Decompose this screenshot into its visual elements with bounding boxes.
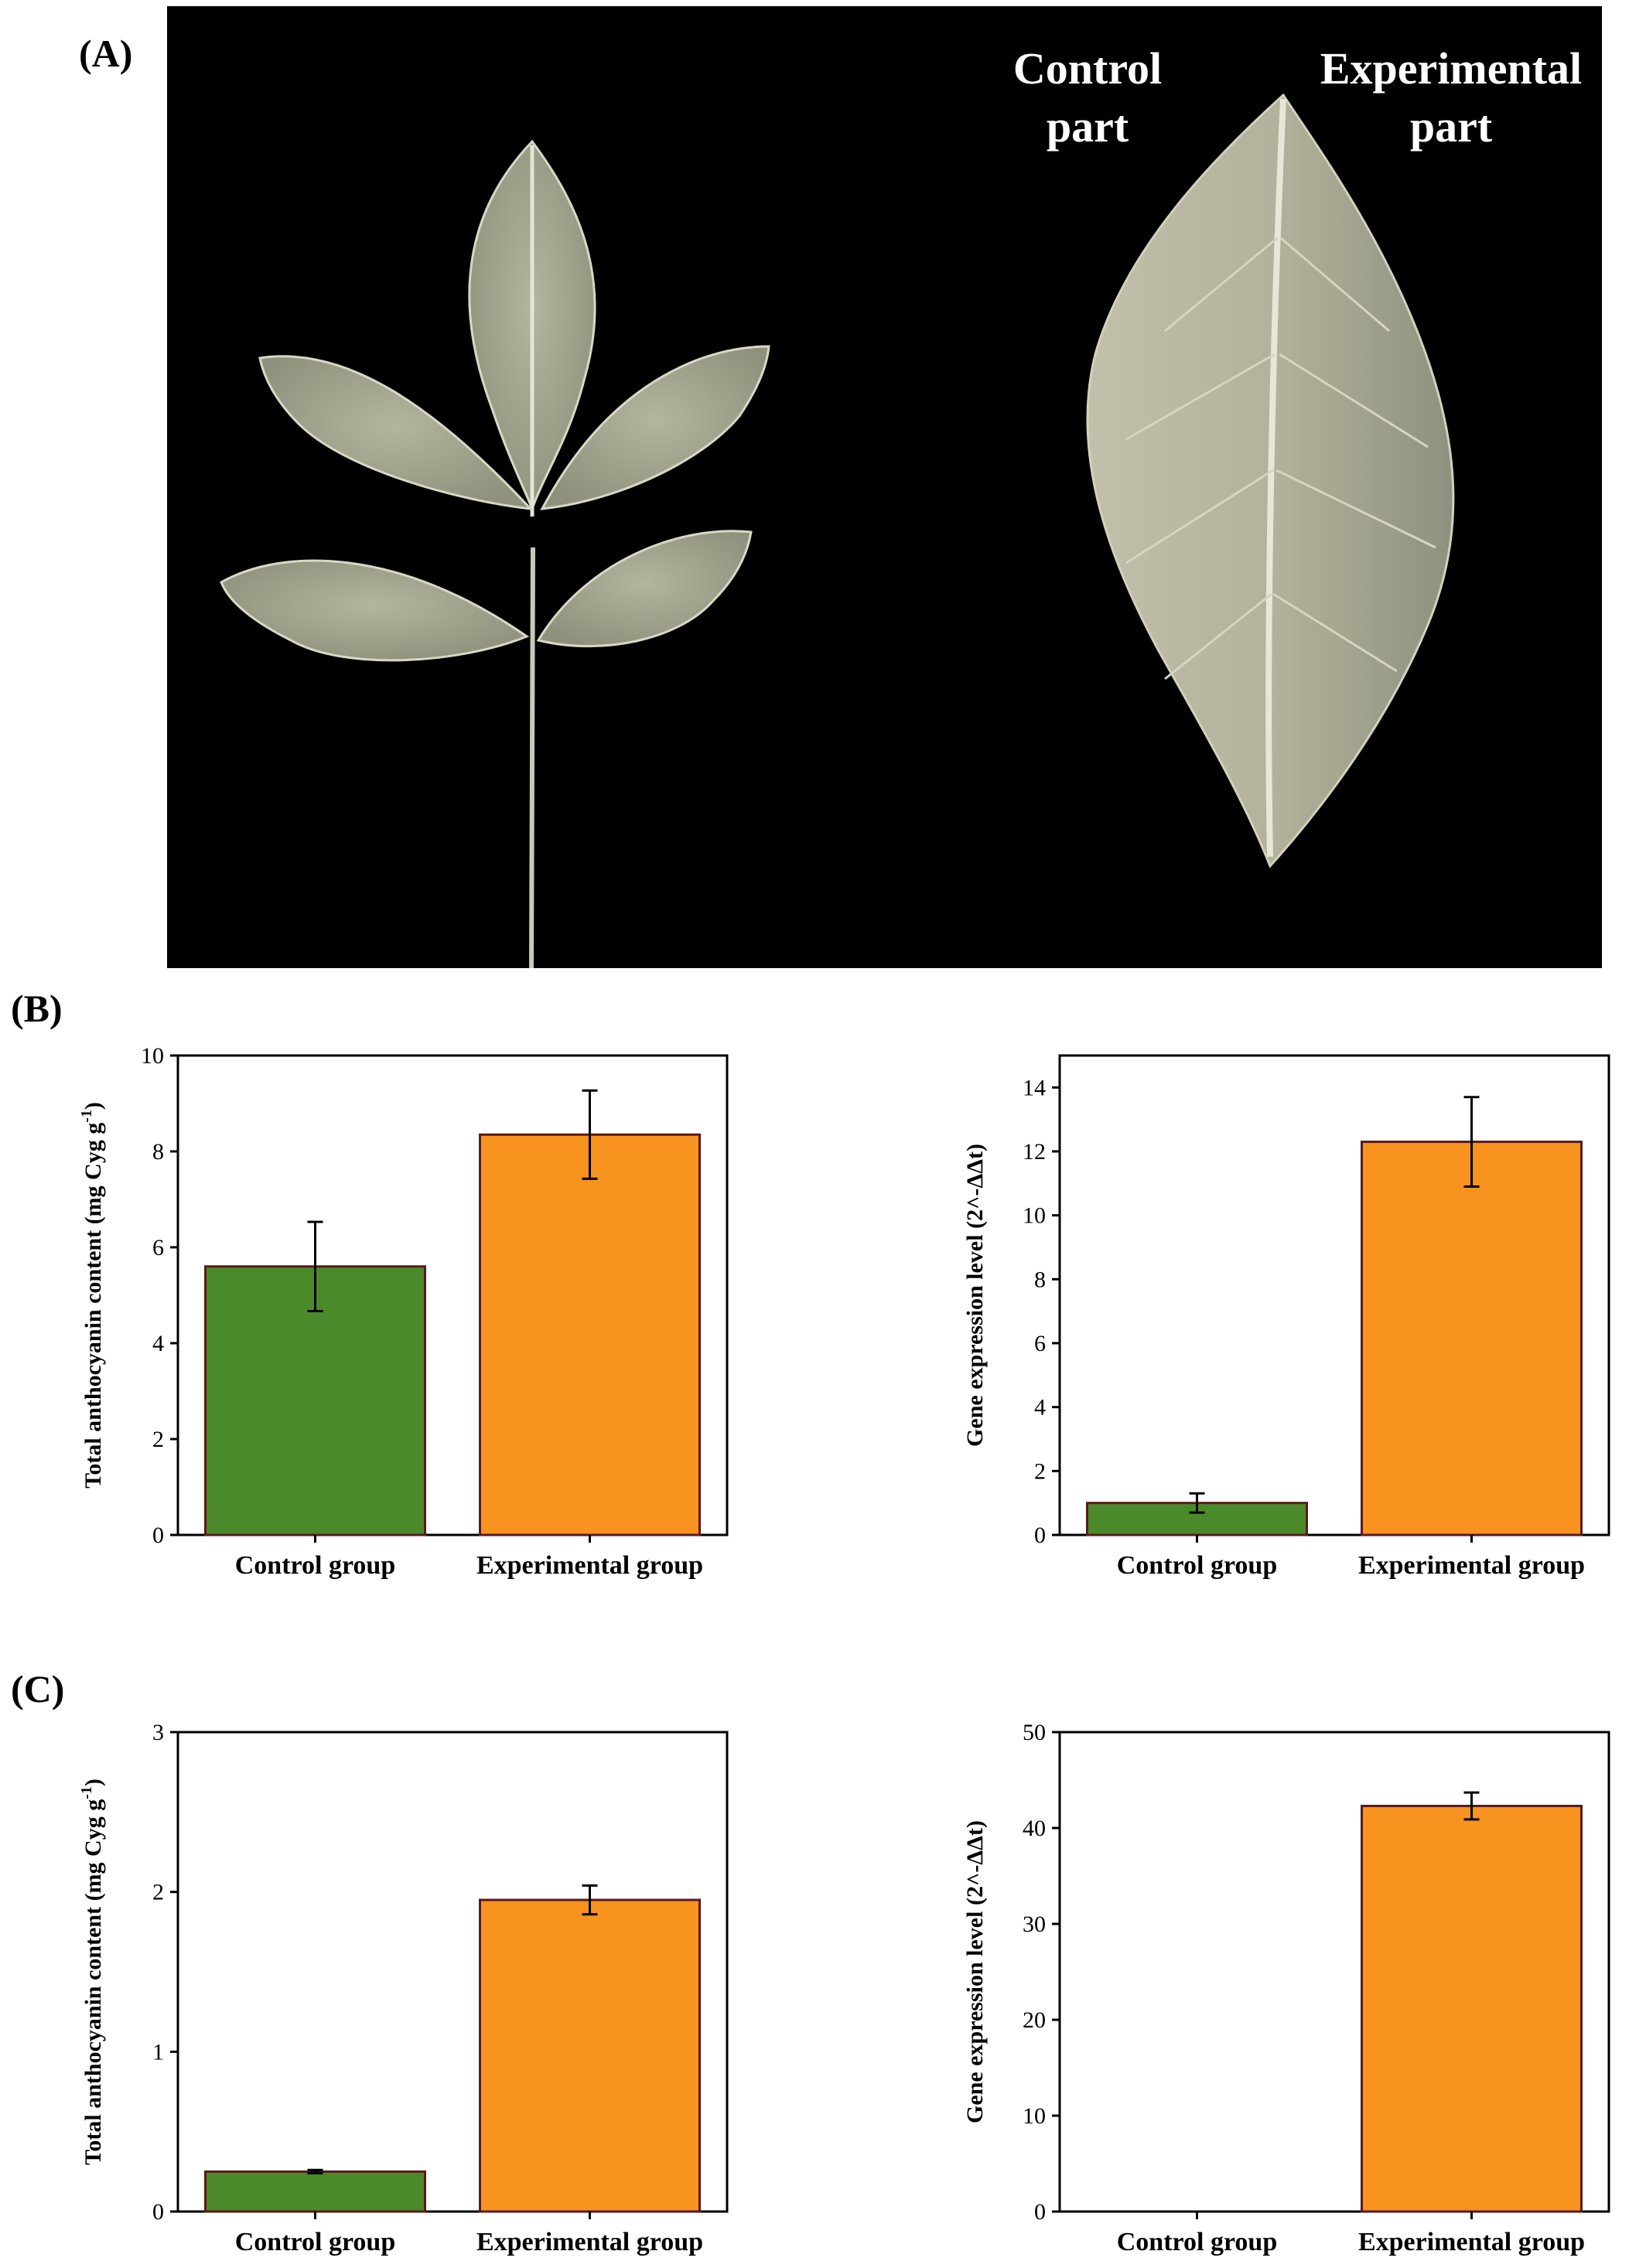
- photo-label-control-2: part: [1047, 101, 1129, 152]
- y-tick-label: 6: [1034, 1331, 1046, 1356]
- leaflet-upper-left: [258, 355, 534, 510]
- y-axis-label-main: Gene expression level (2^-ΔΔt): [962, 1144, 988, 1447]
- bar-experimental: [1361, 1804, 1583, 2213]
- panel-label-a: (A): [79, 32, 133, 75]
- y-tick-label: 2: [152, 1880, 164, 1905]
- y-axis-label: Gene expression level (2^-ΔΔt): [962, 1820, 988, 2123]
- y-axis-label-sup: -1: [78, 1110, 95, 1123]
- x-category-label: Experimental group: [1358, 2228, 1585, 2256]
- x-category-label: Control group: [1117, 2228, 1278, 2256]
- plot-frame: [176, 1731, 729, 2213]
- bar-experimental: [1361, 1141, 1583, 1536]
- y-axis-label-end: ): [80, 1779, 106, 1786]
- chart-c-gene-expression: 0 10 20 30 40 50 Control group Experimental gro…: [962, 1720, 1610, 2256]
- x-category-label: Experimental group: [1358, 1551, 1585, 1580]
- y-tick-label: 8: [152, 1139, 164, 1165]
- plot-frame: [1058, 1054, 1610, 1536]
- panel-label-b: (B): [11, 987, 63, 1030]
- plot-frame: [1058, 1731, 1610, 2213]
- leaf-photo: Control part Experimental part: [167, 6, 1602, 968]
- y-tick-label: 0: [1034, 1523, 1046, 1548]
- y-axis-label-sup: -1: [78, 1786, 95, 1799]
- leaflet-lower-left: [220, 559, 530, 662]
- y-tick-label: 20: [1023, 2007, 1046, 2033]
- bar-experimental: [479, 1898, 701, 2213]
- chart-b-gene-expression: 0 2 4 6 8 10 12 14 Control group Experimental gro…: [962, 1054, 1610, 1580]
- y-tick-label: 4: [152, 1331, 164, 1356]
- chart-b-anthocyanin: 0 2 4 6 8 10 Control group Experimental group To…: [78, 1043, 729, 1580]
- y-axis-label: Total anthocyanin content (mg Cyg g-1): [78, 1102, 106, 1489]
- y-tick-label: 10: [1023, 1203, 1046, 1229]
- y-tick-label: 12: [1023, 1139, 1046, 1165]
- y-axis-label: Gene expression level (2^-ΔΔt): [962, 1144, 988, 1447]
- y-tick-label: 10: [1023, 2103, 1046, 2129]
- y-tick-label: 0: [152, 2199, 164, 2225]
- y-tick-label: 4: [1034, 1395, 1046, 1420]
- y-axis-label-main: Total anthocyanin content (mg Cyg g: [80, 1123, 106, 1489]
- y-tick-label: 50: [1023, 1720, 1046, 1745]
- y-tick-label: 3: [152, 1720, 164, 1745]
- leaflet-lower-right: [536, 530, 753, 648]
- x-category-label: Experimental group: [476, 1551, 703, 1580]
- photo-label-control-1: Control: [1013, 43, 1162, 94]
- x-category-label: Control group: [235, 1551, 396, 1580]
- y-tick-label: 14: [1023, 1075, 1046, 1100]
- plot-frame: [176, 1054, 729, 1536]
- photo-label-experimental-2: part: [1410, 101, 1493, 152]
- y-tick-label: 1: [152, 2039, 164, 2065]
- leaflet-upper-right: [540, 345, 770, 510]
- panel-label-c: (C): [11, 1667, 65, 1710]
- y-tick-label: 10: [141, 1043, 164, 1069]
- x-category-label: Control group: [1117, 1551, 1278, 1580]
- big-leaf-veins: [1125, 237, 1436, 680]
- single-leaf: [1086, 93, 1455, 868]
- bar-control: [204, 2170, 426, 2213]
- y-axis-label-main: Gene expression level (2^-ΔΔt): [962, 1820, 988, 2123]
- leaf-stem: [529, 547, 535, 968]
- y-axis-label: Total anthocyanin content (mg Cyg g-1): [78, 1779, 106, 2165]
- y-tick-label: 2: [1034, 1458, 1046, 1484]
- compound-leaf: [220, 139, 770, 968]
- x-category-label: Control group: [235, 2228, 396, 2256]
- y-axis-label-end: ): [80, 1102, 106, 1110]
- y-tick-label: 2: [152, 1427, 164, 1452]
- y-tick-label: 0: [1034, 2199, 1046, 2225]
- y-tick-label: 30: [1023, 1912, 1046, 1937]
- bar-experimental: [479, 1133, 701, 1536]
- photo-label-experimental-1: Experimental: [1320, 43, 1582, 94]
- y-axis-label-main: Total anthocyanin content (mg Cyg g: [80, 1799, 106, 2165]
- chart-c-anthocyanin: 0 1 2 3 Control group Experimental group Total…: [78, 1720, 729, 2256]
- y-tick-label: 40: [1023, 1816, 1046, 1841]
- y-tick-label: 6: [152, 1235, 164, 1260]
- x-category-label: Experimental group: [476, 2228, 703, 2256]
- y-tick-label: 8: [1034, 1267, 1046, 1292]
- y-tick-label: 0: [152, 1523, 164, 1548]
